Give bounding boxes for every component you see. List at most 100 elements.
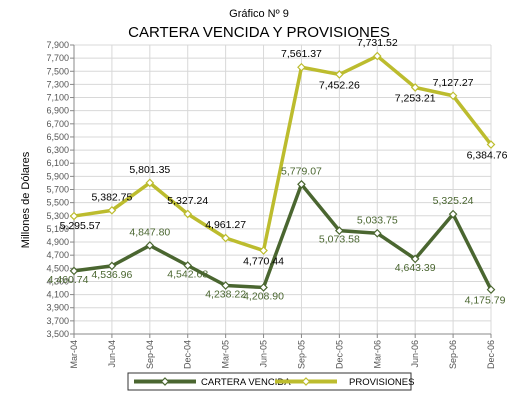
x-tick-label: Jun-06 [410, 340, 420, 368]
data-point-marker [372, 51, 382, 61]
x-tick-label: Dec-05 [334, 340, 344, 369]
y-tick-label: 7,100 [46, 93, 69, 103]
y-tick-label: 6,700 [46, 119, 69, 129]
legend: CARTERA VENCIDA PROVISIONES [127, 372, 414, 391]
y-tick-label: 5,300 [46, 211, 69, 221]
data-label: 4,175.79 [465, 295, 506, 307]
x-tick-labels: Mar-04 Jun-04 Sep-04 Dec-04 Mar-05 Jun-05 Sep-… [69, 340, 496, 369]
data-point-marker [372, 228, 382, 238]
data-label: 7,561.37 [281, 48, 322, 60]
data-label: 5,382.75 [91, 191, 132, 203]
y-tick-label: 4,900 [46, 237, 69, 247]
data-label: 4,238.22 [205, 289, 246, 301]
data-point-marker [448, 91, 458, 101]
y-tick-label: 7,300 [46, 79, 69, 89]
x-tick-label: Sep-05 [296, 340, 306, 369]
x-tick-label: Jun-04 [107, 340, 117, 368]
y-tick-label: 5,500 [46, 198, 69, 208]
x-tick-label: Dec-04 [183, 340, 193, 369]
data-point-marker [221, 233, 230, 243]
series-line-cartera-vencida [73, 182, 493, 291]
data-point-marker [259, 246, 268, 255]
x-tick-label: Sep-04 [145, 340, 155, 369]
y-tick-label: 7,700 [46, 53, 69, 63]
data-label: 7,452.26 [319, 79, 360, 91]
data-label: 5,779.07 [281, 165, 322, 177]
series-lines [69, 51, 496, 294]
data-label: 4,208.90 [243, 290, 284, 302]
legend-marker [301, 377, 311, 386]
y-tick-label: 3,500 [46, 329, 69, 339]
data-point-marker [486, 140, 496, 149]
y-tick-label: 4,300 [46, 276, 69, 286]
x-tick-label: Jun-05 [259, 340, 269, 368]
data-point-marker [448, 209, 458, 219]
x-tick-label: Mar-04 [69, 340, 79, 369]
data-point-marker [335, 226, 344, 235]
data-label: 5,033.75 [357, 214, 398, 226]
data-label: 5,295.57 [60, 220, 101, 232]
data-point-marker [145, 241, 155, 250]
series-line-provisiones [73, 54, 493, 253]
data-label: 5,327.24 [167, 195, 208, 207]
data-point-marker [183, 261, 193, 270]
y-tick-label: 5,700 [46, 185, 69, 195]
data-label: 4,536.96 [91, 269, 132, 281]
y-tick-labels: 3,500 3,700 3,900 4,100 4,300 4,500 4,700 4,900… [46, 40, 69, 339]
data-point-marker [69, 266, 79, 276]
y-tick-label: 6,500 [46, 132, 69, 142]
data-label: 7,731.52 [357, 37, 398, 49]
data-point-marker [297, 62, 306, 72]
data-label: 7,127.27 [433, 77, 474, 89]
axes [70, 44, 492, 338]
x-tick-label: Mar-06 [372, 340, 382, 369]
data-point-marker [145, 178, 155, 188]
y-tick-label: 6,300 [46, 145, 69, 155]
data-point-marker [335, 70, 344, 79]
y-axis-label: Millones de Dólares [20, 151, 32, 248]
legend-marker [160, 377, 170, 386]
y-tick-label: 3,700 [46, 316, 69, 326]
data-label: 5,073.58 [319, 234, 360, 246]
legend-label: PROVISIONES [349, 377, 414, 388]
y-tick-label: 6,100 [46, 158, 69, 168]
y-tick-label: 4,700 [46, 250, 69, 260]
data-label: 6,384.76 [467, 150, 508, 162]
data-point-marker [410, 83, 420, 92]
y-tick-label: 5,900 [46, 171, 69, 181]
y-tick-label: 7,500 [46, 66, 69, 76]
data-point-marker [107, 261, 117, 271]
data-label: 4,643.39 [395, 262, 436, 274]
data-label: 4,542.68 [167, 269, 208, 281]
data-point-marker [69, 211, 79, 221]
y-tick-label: 7,900 [46, 40, 69, 50]
y-tick-label: 5,100 [46, 224, 69, 234]
data-point-marker [259, 283, 268, 292]
x-tick-label: Dec-06 [486, 340, 496, 369]
data-point-marker [183, 209, 193, 219]
x-tick-label: Mar-05 [221, 340, 231, 369]
data-label: 4,847.80 [129, 226, 170, 238]
data-label: 7,253.21 [395, 92, 436, 104]
data-label: 5,325.24 [433, 195, 474, 207]
chart-subtitle: Gráfico Nº 9 [229, 8, 289, 20]
y-tick-label: 4,100 [46, 290, 69, 300]
data-label: 4,460.74 [48, 274, 89, 286]
y-tick-label: 3,900 [46, 303, 69, 313]
data-label: 4,770.44 [243, 256, 284, 268]
chart-title: CARTERA VENCIDA Y PROVISIONES [128, 24, 390, 41]
data-labels: 4,460.74 4,536.96 4,847.80 4,542.68 4,238.22… [48, 37, 508, 307]
y-tick-label: 4,500 [46, 263, 69, 273]
data-label: 4,961.27 [205, 219, 246, 231]
data-point-marker [107, 205, 117, 215]
data-point-marker [221, 281, 230, 290]
x-tick-label: Sep-06 [448, 340, 458, 369]
legend-box [127, 372, 412, 391]
y-tick-label: 6,900 [46, 106, 69, 116]
data-point-marker [410, 254, 420, 264]
data-label: 5,801.35 [129, 164, 170, 176]
data-point-marker [486, 285, 496, 294]
data-point-marker [297, 179, 306, 189]
